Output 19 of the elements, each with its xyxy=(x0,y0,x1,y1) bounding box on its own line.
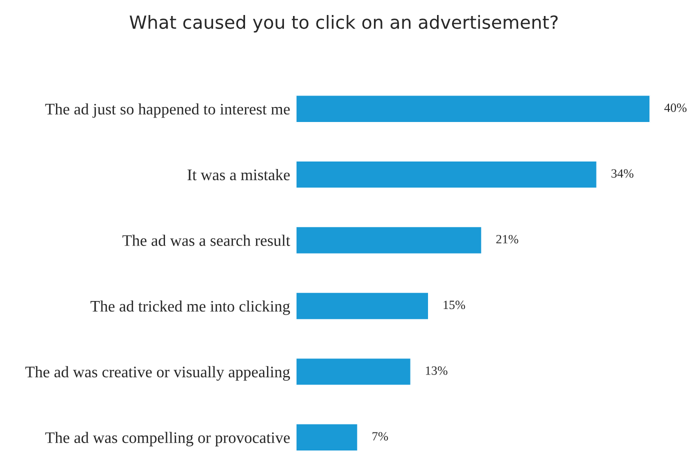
data-label: 15% xyxy=(444,300,466,310)
bar xyxy=(296,160,598,190)
bar xyxy=(296,291,430,320)
y-tick-label: The ad was creative or visually appealing xyxy=(25,366,290,381)
y-tick-label: The ad was a search result xyxy=(122,234,290,246)
y-tick-label: It was a mistake xyxy=(188,169,290,180)
bar xyxy=(296,357,412,386)
data-label: 7% xyxy=(372,432,388,441)
y-tick-label: The ad tricked me into clicking xyxy=(90,300,290,315)
bar xyxy=(296,422,359,452)
y-tick-label: The ad was compelling or provocative xyxy=(45,432,290,446)
bar xyxy=(296,226,483,255)
data-label: 21% xyxy=(496,234,518,244)
y-tick-label: The ad just so happened to interest me xyxy=(45,103,290,118)
data-label: 34% xyxy=(612,169,634,178)
data-label: 40% xyxy=(664,104,687,112)
data-label: 13% xyxy=(426,366,448,375)
bar xyxy=(296,94,650,124)
chart-title: What caused you to click on an advertisement? xyxy=(130,15,558,32)
